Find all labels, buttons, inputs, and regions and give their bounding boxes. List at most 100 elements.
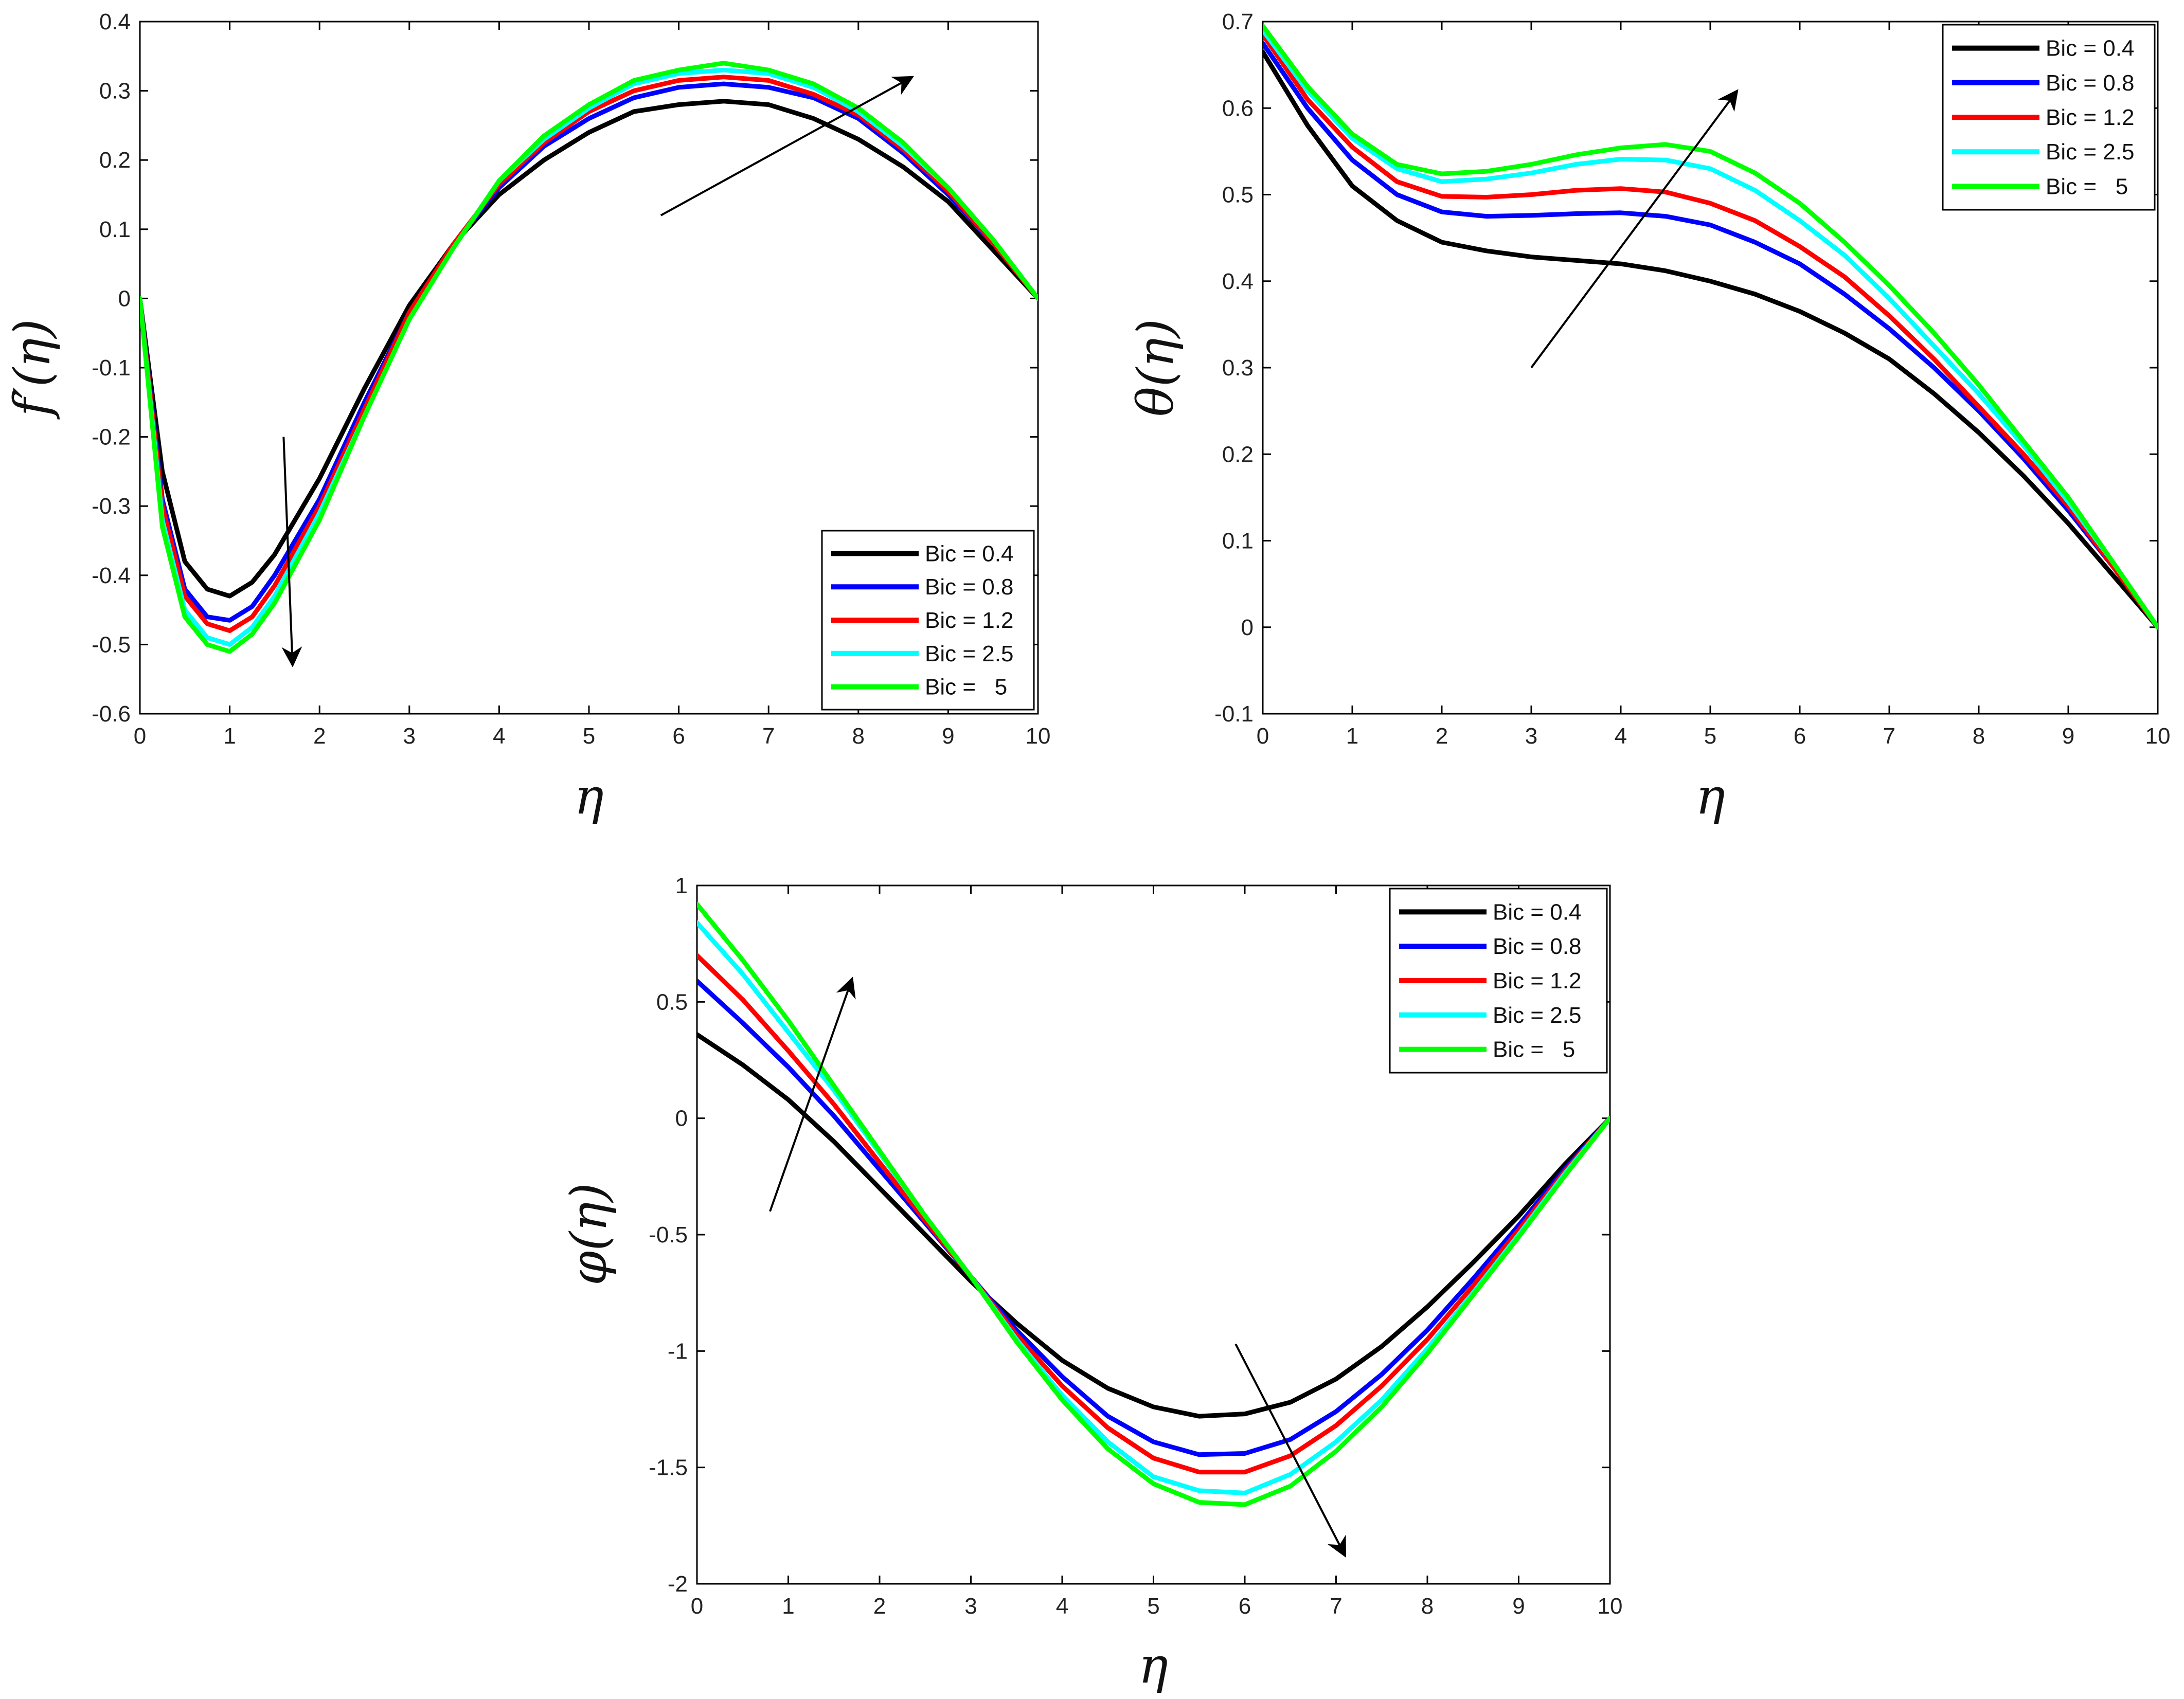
x-tick-label: 1 [782,1594,794,1619]
x-tick-label: 3 [964,1594,977,1619]
y-tick-label: 0.3 [99,79,131,104]
trend-arrow-2 [1234,1343,1347,1558]
y-tick-label: -2 [668,1571,688,1597]
y-tick-label: -0.1 [92,355,131,381]
x-tick-label: 1 [1346,724,1358,749]
x-tick-label: 4 [493,724,505,749]
y-axis-label: φ(η) [560,1183,618,1286]
x-tick-label: 4 [1615,724,1627,749]
x-tick-label: 5 [583,724,595,749]
series-line-5 [140,61,1038,654]
legend-label-4: Bic = 2.5 [1493,1003,1581,1028]
y-tick-label: -1 [668,1339,688,1364]
series-line-2 [697,979,1610,1457]
x-tick-label: 1 [223,724,236,749]
legend-label-2: Bic = 0.8 [2046,70,2134,96]
y-tick-label: 0.4 [99,9,131,34]
series-line-5 [697,901,1610,1507]
y-tick-label: 0.5 [656,989,688,1015]
x-tick-label: 2 [1436,724,1448,749]
y-tick-label: 0.4 [1222,269,1254,294]
y-tick-label: 0.7 [1222,9,1254,34]
x-tick-label: 5 [1147,1594,1159,1619]
legend-label-1: Bic = 0.4 [1493,899,1581,925]
legend-label-2: Bic = 0.8 [1493,934,1581,959]
legend-label-5: Bic = 5 [2046,174,2128,199]
series-line-2 [1263,41,2158,630]
series-line-4 [1263,28,2158,630]
x-tick-label: 7 [1330,1594,1342,1619]
trend-arrow-1 [1530,89,1739,369]
y-tick-label: -0.5 [649,1222,688,1248]
series-line-1 [1263,49,2158,630]
series-line-5 [1263,23,2158,630]
x-tick-label: 5 [1704,724,1716,749]
legend-label-4: Bic = 2.5 [925,641,1013,666]
x-tick-label: 9 [942,724,954,749]
x-tick-label: 6 [1794,724,1806,749]
y-tick-label: 0.2 [1222,442,1254,467]
trend-arrow-1 [660,76,915,216]
x-tick-label: 3 [403,724,416,749]
legend-label-5: Bic = 5 [925,675,1007,700]
x-tick-label: 0 [134,724,146,749]
y-axis-label: θ(η) [1127,319,1185,417]
series-group [140,61,1038,654]
legend-label-1: Bic = 0.4 [2046,36,2134,61]
x-tick-label: 4 [1056,1594,1068,1619]
y-tick-label: 0.1 [99,217,131,242]
y-tick-label: -0.4 [92,563,131,588]
trend-arrow-2 [281,437,302,667]
chart-phi: 0 1 2 3 4 5 6 7 8 9 10 -2 -1.5 -1 -0.5 0 0.5 1 η φ(η) Bic = … [560,873,1622,1694]
x-tick-label: 7 [1883,724,1895,749]
x-tick-label: 0 [691,1594,703,1619]
y-tick-label: 0.5 [1222,183,1254,208]
x-tick-label: 2 [313,724,326,749]
x-tick-label: 6 [672,724,685,749]
x-axis-label: η [574,768,604,825]
x-tick-label: 10 [2145,724,2171,749]
x-tick-label: 6 [1239,1594,1251,1619]
x-axis-label: η [1695,768,1725,825]
legend-label-3: Bic = 1.2 [925,608,1013,633]
y-tick-label: 0.2 [99,148,131,173]
trend-arrow-1 [769,977,856,1212]
legend-label-4: Bic = 2.5 [2046,139,2134,165]
y-axis-label: f′(η) [4,319,61,420]
y-tick-label: 0.6 [1222,96,1254,121]
x-tick-label: 8 [1973,724,1985,749]
x-tick-label: 9 [1512,1594,1525,1619]
x-axis-label: η [1138,1637,1168,1694]
y-tick-label: 0.1 [1222,529,1254,554]
chart-theta: 0 1 2 3 4 5 6 7 8 9 10-0.100.10.20.30.40.50.60.7ηθ… [1127,9,2170,825]
y-tick-label: -0.2 [92,425,131,450]
x-tick-label: 10 [1598,1594,1623,1619]
chart-fprime: 0 1 2 3 4 5 6 7 8 9 10 -0.6 -0.5 -0.4 -0.3 -0.2 -0.1 0 0.1… [4,9,1050,825]
y-tick-label: 0 [118,286,131,311]
x-tick-label: 8 [852,724,865,749]
x-tick-label: 0 [1257,724,1269,749]
legend-label-3: Bic = 1.2 [1493,968,1581,993]
y-tick-label: 1 [675,873,688,898]
x-tick-label: 10 [1026,724,1051,749]
legend-label-3: Bic = 1.2 [2046,105,2134,130]
y-tick-label: -0.1 [1214,701,1254,727]
y-tick-label: 0.3 [1222,355,1254,381]
series-line-3 [1263,32,2158,630]
series-line-2 [140,81,1038,623]
legend-label-2: Bic = 0.8 [925,574,1013,600]
x-tick-label: 8 [1421,1594,1434,1619]
series-line-1 [140,99,1038,599]
x-tick-label: 2 [873,1594,886,1619]
series-line-3 [697,953,1610,1475]
y-tick-label: 0 [675,1106,688,1131]
series-line-3 [140,75,1038,633]
legend-label-1: Bic = 0.4 [925,541,1013,566]
legend-label-5: Bic = 5 [1493,1037,1575,1062]
series-group [1263,23,2158,630]
y-tick-label: -1.5 [649,1455,688,1480]
x-tick-label: 9 [2062,724,2074,749]
y-tick-label: -0.3 [92,494,131,519]
x-tick-label: 7 [762,724,775,749]
